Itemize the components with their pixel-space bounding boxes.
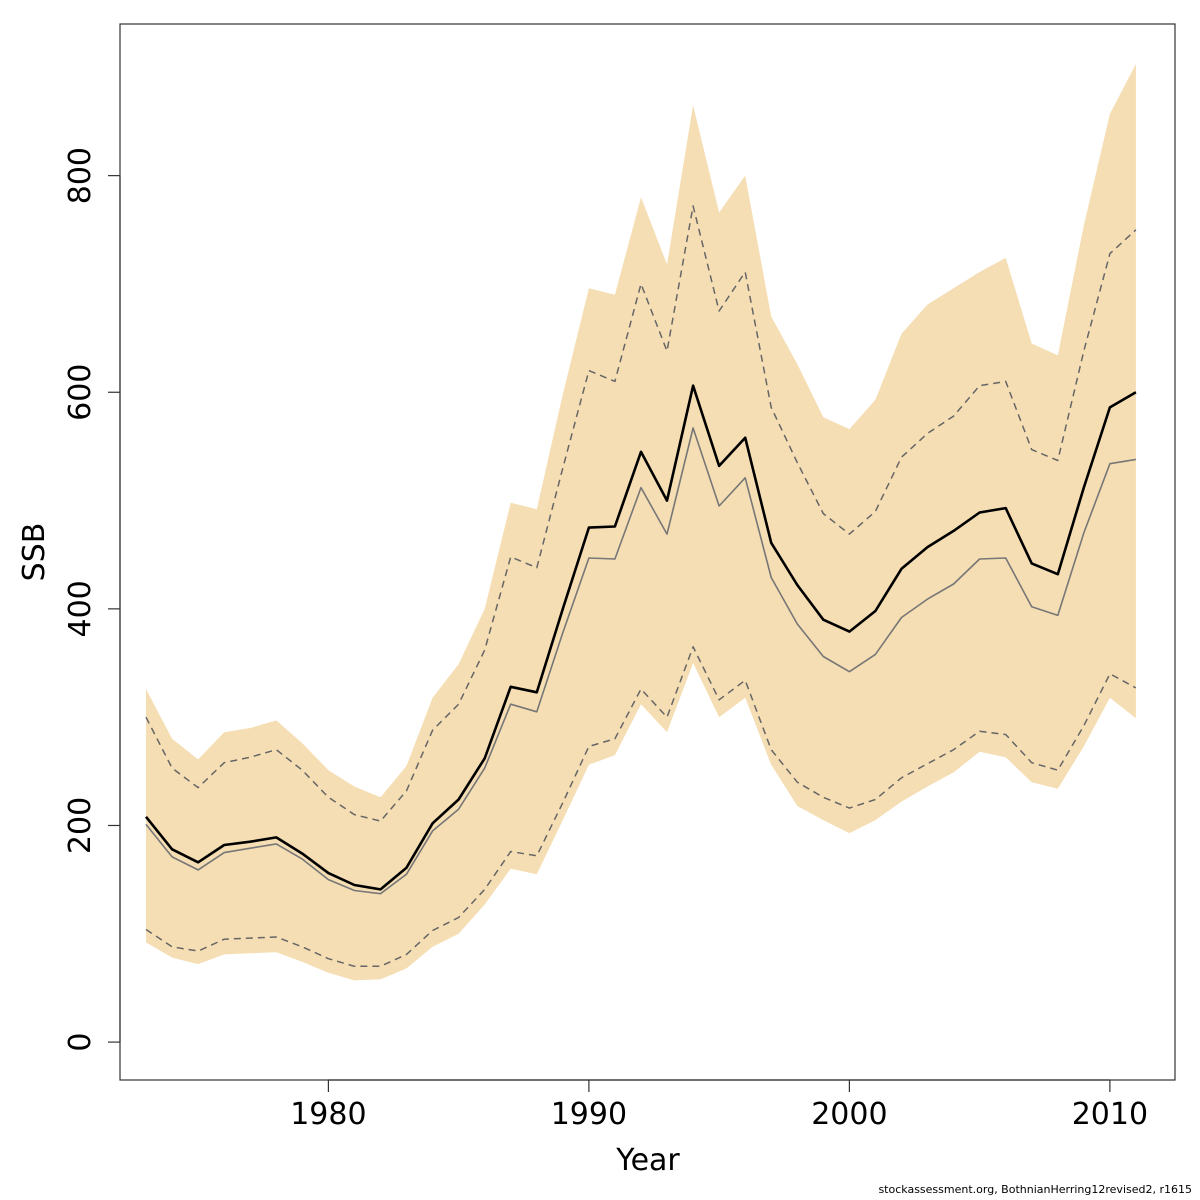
series-line-estimate	[144, 384, 1137, 891]
y-tick-label: 800	[63, 147, 98, 204]
y-axis: 0 200 400 600 800	[63, 147, 121, 1052]
y-tick-label: 400	[63, 580, 98, 637]
y-tick-label: 600	[63, 364, 98, 421]
y-tick-label: 0	[63, 1033, 98, 1052]
x-tick-label: 2010	[1072, 1097, 1148, 1132]
series-lines	[144, 205, 1137, 968]
y-tick-label: 200	[63, 797, 98, 854]
source-footnote: stockassessment.org, BothnianHerring12re…	[878, 1183, 1192, 1196]
x-tick-label: 1980	[290, 1097, 366, 1132]
confidence-band	[146, 64, 1136, 981]
x-tick-label: 2000	[811, 1097, 887, 1132]
y-axis-title: SSB	[17, 523, 52, 582]
series-line-lower-ci	[145, 646, 1137, 968]
x-tick-label: 1990	[551, 1097, 627, 1132]
x-axis: 1980 1990 2000 2010	[290, 1079, 1148, 1132]
series-line-estimate-2	[145, 427, 1137, 895]
x-axis-title: Year	[615, 1143, 680, 1178]
